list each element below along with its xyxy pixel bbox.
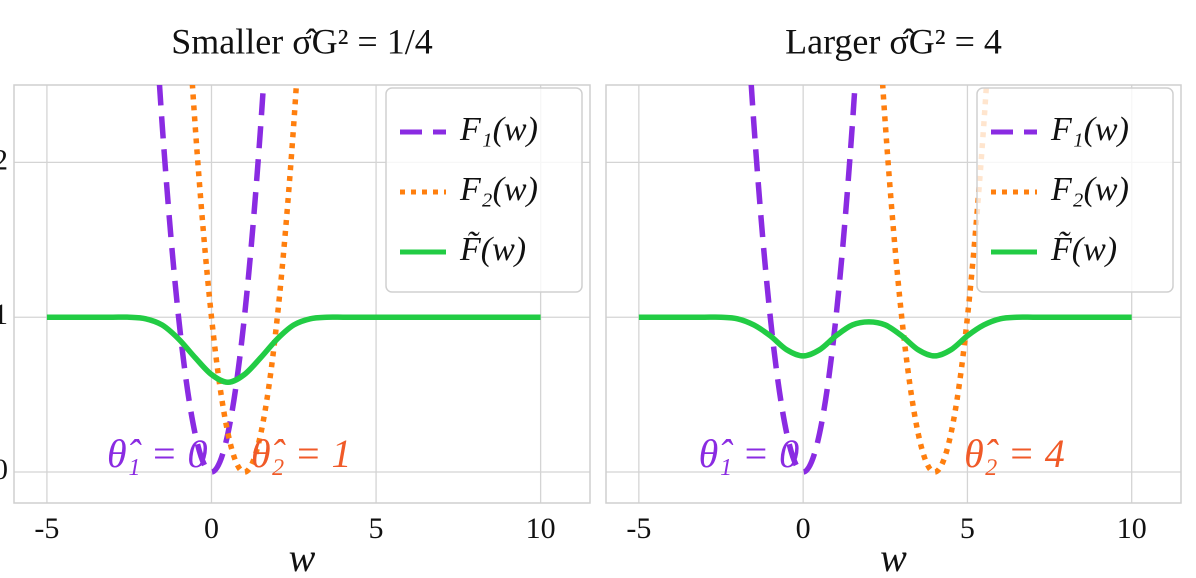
legend-label: F₁(w): [1050, 111, 1129, 148]
legend-box: [385, 87, 583, 293]
y-tick-label: 2: [0, 143, 8, 176]
annotation: θ̂₂ = 1: [251, 431, 352, 476]
y-tick-label: 0: [0, 453, 8, 486]
plot-frame: [605, 84, 1182, 504]
legend-box: [976, 87, 1174, 293]
x-tick-label: 5: [369, 512, 384, 545]
legend-label: F₂(w): [459, 171, 538, 208]
legend-label: F₂(w): [1050, 171, 1129, 208]
chart-title: Larger σ̂G² = 4: [785, 21, 1002, 61]
x-tick-label: 5: [960, 512, 975, 545]
legend-label: F̃(w): [459, 230, 526, 267]
plot-area: [46, 85, 541, 475]
annotation: θ̂₁ = 0: [107, 431, 208, 476]
x-tick-label: -5: [34, 512, 59, 545]
series-line: [46, 314, 541, 385]
series-line: [189, 85, 300, 475]
legend-label: F̃(w): [1050, 230, 1117, 267]
x-axis-label: w: [289, 535, 316, 578]
chart-title: Smaller σ̂G² = 1/4: [171, 21, 432, 61]
series-line: [156, 85, 267, 475]
legend-label: F₁(w): [459, 111, 538, 148]
x-axis-label: w: [880, 535, 907, 578]
x-tick-label: -5: [626, 512, 651, 545]
series-line: [638, 314, 1132, 359]
annotation: θ̂₁ = 0: [699, 431, 800, 476]
y-tick-label: 1: [0, 298, 8, 331]
x-tick-label: 0: [204, 512, 219, 545]
x-tick-label: 10: [1117, 512, 1147, 545]
x-tick-label: 10: [526, 512, 556, 545]
series-line: [748, 85, 858, 475]
x-tick-label: 0: [796, 512, 811, 545]
plot-frame: [13, 84, 591, 504]
annotation: θ̂₂ = 4: [964, 431, 1065, 476]
